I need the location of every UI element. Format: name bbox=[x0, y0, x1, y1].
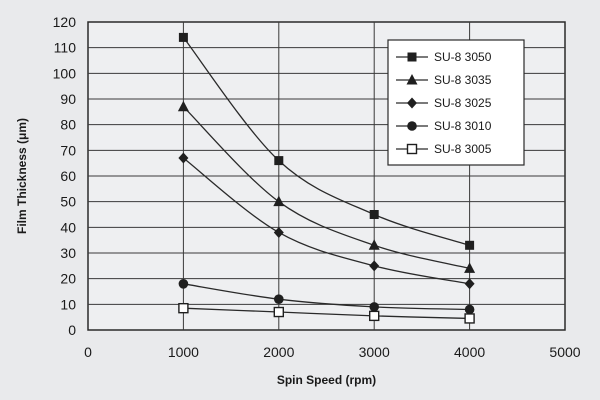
data-point bbox=[464, 313, 475, 324]
series-su-8-3010 bbox=[178, 279, 475, 315]
series-line bbox=[183, 283, 470, 311]
legend: SU-8 3050 SU-8 3035 SU-8 3025 SU-8 3010 SU-8… bbox=[387, 39, 525, 166]
data-point bbox=[369, 210, 379, 219]
series-line bbox=[182, 37, 470, 246]
legend-marker bbox=[406, 74, 418, 85]
data-point bbox=[369, 260, 380, 272]
data-point bbox=[274, 294, 284, 305]
series-line bbox=[183, 307, 470, 320]
legend-item-su-8-3025: SU-8 3025 bbox=[396, 96, 492, 110]
y-tick-label: 20 bbox=[60, 271, 76, 287]
legend-item-su-8-3035: SU-8 3035 bbox=[396, 73, 492, 87]
data-point bbox=[464, 262, 476, 273]
data-point bbox=[178, 152, 189, 164]
x-tick-label: 4000 bbox=[454, 344, 485, 360]
legend-marker bbox=[407, 97, 417, 109]
legend-marker bbox=[407, 121, 417, 131]
data-point bbox=[178, 279, 189, 289]
legend-label: SU-8 3010 bbox=[434, 119, 492, 133]
legend-label: SU-8 3050 bbox=[434, 50, 492, 64]
y-tick-label: 120 bbox=[53, 14, 77, 30]
data-point bbox=[178, 302, 189, 314]
legend-label: SU-8 3005 bbox=[434, 142, 492, 156]
data-point bbox=[273, 226, 284, 238]
series-su-8-3025 bbox=[178, 152, 475, 290]
data-point bbox=[368, 239, 380, 250]
y-tick-label: 30 bbox=[60, 245, 76, 261]
series-su-8-3035 bbox=[177, 100, 476, 273]
y-tick-label: 60 bbox=[60, 168, 76, 184]
y-tick-label: 40 bbox=[60, 219, 76, 235]
legend-item-su-8-3005: SU-8 3005 bbox=[396, 142, 492, 156]
series-line bbox=[182, 106, 470, 270]
data-point bbox=[178, 32, 188, 42]
x-tick-label: 5000 bbox=[549, 344, 580, 360]
series-su-8-3005 bbox=[178, 302, 475, 324]
data-point bbox=[177, 100, 189, 112]
tick-labels: 0 10 20 30 40 50 60 70 80 90 100 110 120 0 1000 2000 300… bbox=[53, 14, 581, 360]
legend-label: SU-8 3025 bbox=[434, 96, 492, 110]
series-su-8-3050 bbox=[178, 32, 475, 250]
data-point bbox=[274, 156, 284, 166]
x-tick-label: 3000 bbox=[359, 344, 390, 360]
y-tick-label: 10 bbox=[60, 296, 76, 312]
x-tick-label: 0 bbox=[84, 344, 92, 360]
x-tick-label: 2000 bbox=[263, 344, 294, 360]
legend-label: SU-8 3035 bbox=[434, 73, 492, 87]
legend-marker bbox=[407, 52, 417, 62]
y-tick-label: 0 bbox=[68, 322, 76, 338]
y-axis-label: Film Thickness (μm) bbox=[15, 118, 29, 234]
y-tick-label: 50 bbox=[60, 194, 76, 210]
y-tick-label: 100 bbox=[53, 65, 77, 81]
data-point bbox=[369, 310, 380, 322]
x-tick-label: 1000 bbox=[168, 344, 199, 360]
y-tick-label: 80 bbox=[60, 117, 76, 133]
data-point bbox=[273, 306, 284, 318]
data-point bbox=[369, 302, 380, 312]
data-point bbox=[464, 278, 475, 290]
series-layer bbox=[177, 32, 476, 324]
data-point bbox=[273, 195, 285, 207]
legend-marker bbox=[406, 143, 418, 155]
y-tick-label: 110 bbox=[54, 40, 77, 56]
data-point bbox=[464, 304, 475, 315]
y-tick-label: 70 bbox=[60, 142, 76, 158]
y-tick-label: 90 bbox=[60, 91, 76, 107]
data-point bbox=[465, 240, 475, 250]
legend-item-su-8-3010: SU-8 3010 bbox=[396, 119, 492, 133]
series-line bbox=[183, 157, 470, 285]
legend-item-su-8-3050: SU-8 3050 bbox=[396, 50, 492, 64]
x-axis-label: Spin Speed (rpm) bbox=[277, 373, 376, 387]
